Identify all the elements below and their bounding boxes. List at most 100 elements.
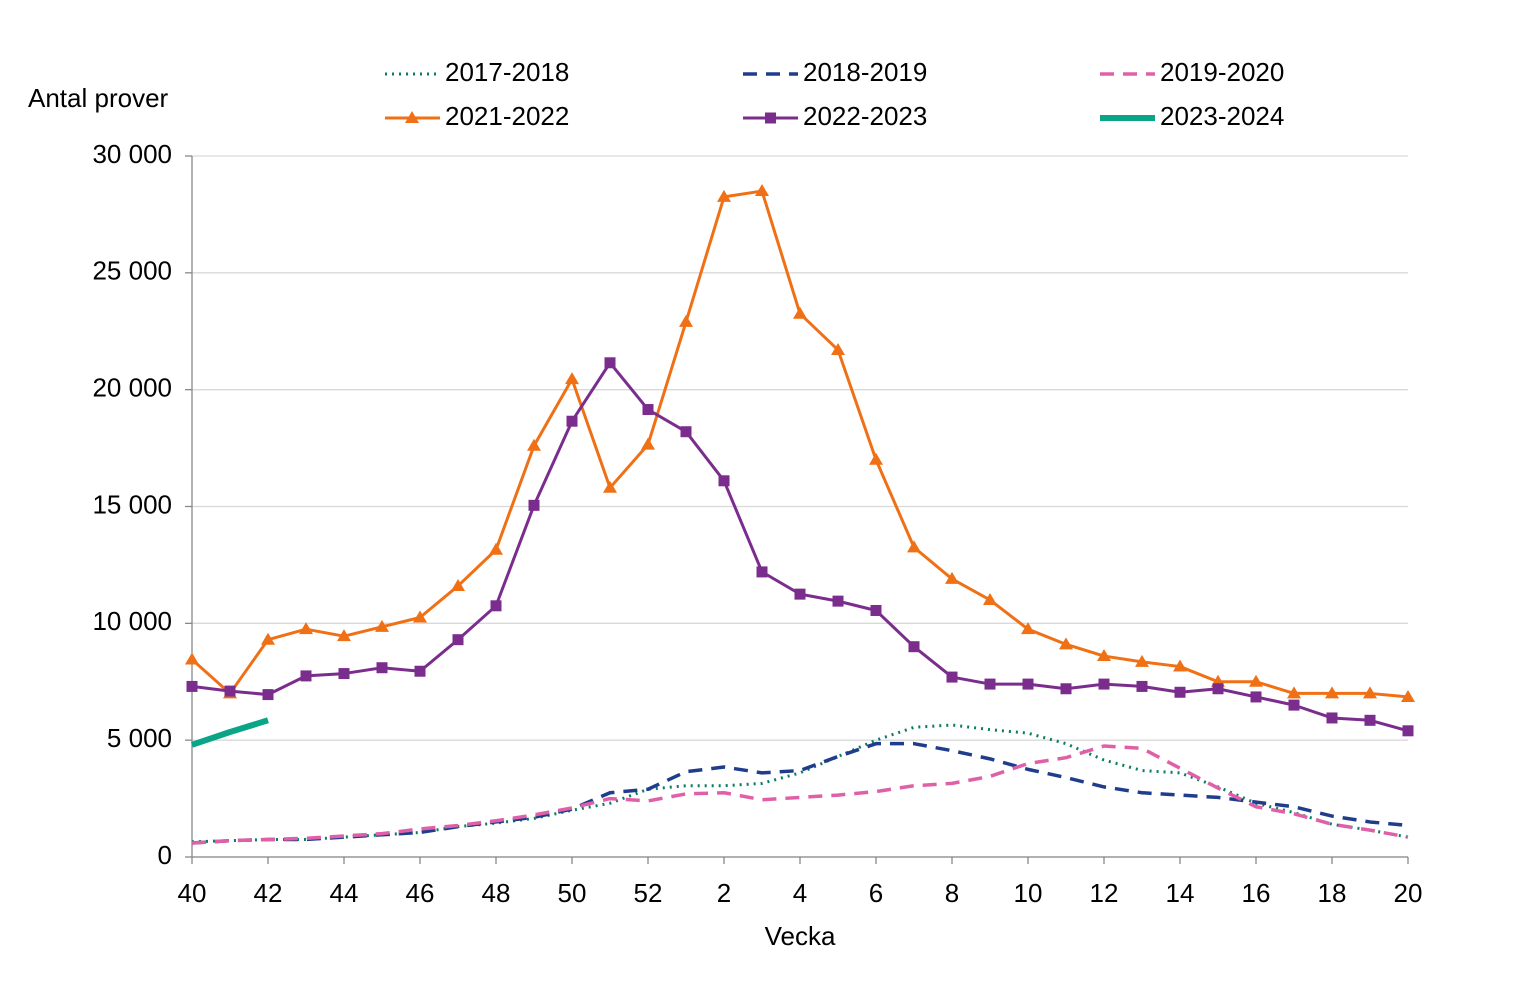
marker bbox=[831, 342, 845, 355]
marker bbox=[642, 404, 654, 416]
x-tick-label: 44 bbox=[330, 878, 359, 908]
marker bbox=[299, 622, 313, 635]
marker bbox=[945, 571, 959, 584]
marker bbox=[1173, 659, 1187, 672]
marker bbox=[1136, 680, 1148, 692]
marker bbox=[262, 689, 274, 701]
x-tick-label: 4 bbox=[793, 878, 807, 908]
marker bbox=[1021, 622, 1035, 635]
x-tick-label: 48 bbox=[482, 878, 511, 908]
marker bbox=[1287, 686, 1301, 699]
marker bbox=[984, 678, 996, 690]
marker bbox=[832, 595, 844, 607]
marker bbox=[1059, 637, 1073, 650]
marker bbox=[1364, 714, 1376, 726]
legend-marker bbox=[765, 112, 776, 124]
marker bbox=[1212, 683, 1224, 695]
marker bbox=[1402, 725, 1414, 737]
x-tick-label: 50 bbox=[558, 878, 587, 908]
marker bbox=[527, 438, 541, 451]
marker bbox=[1250, 691, 1262, 703]
x-tick-label: 40 bbox=[178, 878, 207, 908]
marker bbox=[717, 189, 731, 202]
marker bbox=[185, 652, 199, 665]
y-tick-label: 10 000 bbox=[92, 606, 172, 636]
x-tick-label: 14 bbox=[1166, 878, 1195, 908]
marker bbox=[680, 426, 692, 438]
marker bbox=[1249, 674, 1263, 687]
x-tick-label: 46 bbox=[406, 878, 435, 908]
marker bbox=[794, 588, 806, 600]
marker bbox=[1174, 686, 1186, 698]
marker bbox=[1060, 683, 1072, 695]
marker bbox=[413, 610, 427, 623]
marker bbox=[1401, 689, 1415, 702]
legend-label: 2019-2020 bbox=[1160, 57, 1284, 87]
legend-label: 2022-2023 bbox=[803, 101, 927, 131]
x-tick-label: 2 bbox=[717, 878, 731, 908]
x-tick-label: 16 bbox=[1242, 878, 1271, 908]
marker bbox=[604, 357, 616, 369]
marker bbox=[186, 680, 198, 692]
marker bbox=[907, 540, 921, 553]
marker bbox=[338, 668, 350, 680]
marker bbox=[1326, 712, 1338, 724]
marker bbox=[1098, 678, 1110, 690]
marker bbox=[946, 671, 958, 683]
marker bbox=[490, 600, 502, 612]
y-tick-label: 15 000 bbox=[92, 489, 172, 519]
marker bbox=[1288, 699, 1300, 711]
series-line bbox=[191, 723, 1409, 844]
marker bbox=[375, 619, 389, 632]
legend-label: 2021-2022 bbox=[445, 101, 569, 131]
marker bbox=[793, 306, 807, 319]
marker bbox=[679, 314, 693, 327]
x-tick-label: 6 bbox=[869, 878, 883, 908]
marker bbox=[641, 437, 655, 450]
marker bbox=[566, 415, 578, 427]
marker bbox=[565, 372, 579, 385]
x-tick-label: 20 bbox=[1394, 878, 1423, 908]
x-tick-label: 8 bbox=[945, 878, 959, 908]
legend-label: 2018-2019 bbox=[803, 57, 927, 87]
marker bbox=[718, 475, 730, 487]
marker bbox=[489, 542, 503, 555]
legend-label: 2023-2024 bbox=[1160, 101, 1284, 131]
marker bbox=[1135, 654, 1149, 667]
y-axis-label: Antal prover bbox=[28, 83, 169, 113]
marker bbox=[756, 566, 768, 578]
legend-label: 2017-2018 bbox=[445, 57, 569, 87]
marker bbox=[528, 499, 540, 511]
y-tick-label: 0 bbox=[158, 840, 172, 870]
marker bbox=[869, 452, 883, 465]
x-tick-label: 18 bbox=[1318, 878, 1347, 908]
marker bbox=[1022, 678, 1034, 690]
marker bbox=[908, 641, 920, 653]
marker bbox=[414, 665, 426, 677]
legend-marker bbox=[405, 111, 419, 123]
x-tick-label: 10 bbox=[1014, 878, 1043, 908]
marker bbox=[603, 480, 617, 493]
marker bbox=[870, 604, 882, 616]
marker bbox=[983, 592, 997, 605]
series-line bbox=[191, 717, 269, 748]
marker bbox=[1325, 686, 1339, 699]
marker bbox=[300, 670, 312, 682]
marker bbox=[337, 629, 351, 642]
marker bbox=[452, 634, 464, 646]
marker bbox=[1363, 686, 1377, 699]
marker bbox=[261, 632, 275, 645]
marker bbox=[376, 662, 388, 674]
marker bbox=[755, 184, 769, 197]
y-tick-label: 5 000 bbox=[107, 723, 172, 753]
y-tick-label: 25 000 bbox=[92, 256, 172, 286]
y-tick-label: 30 000 bbox=[92, 139, 172, 169]
marker bbox=[224, 685, 236, 697]
x-tick-label: 52 bbox=[634, 878, 663, 908]
marker bbox=[451, 578, 465, 591]
y-tick-label: 20 000 bbox=[92, 373, 172, 403]
x-tick-label: 12 bbox=[1090, 878, 1119, 908]
marker bbox=[1097, 649, 1111, 662]
